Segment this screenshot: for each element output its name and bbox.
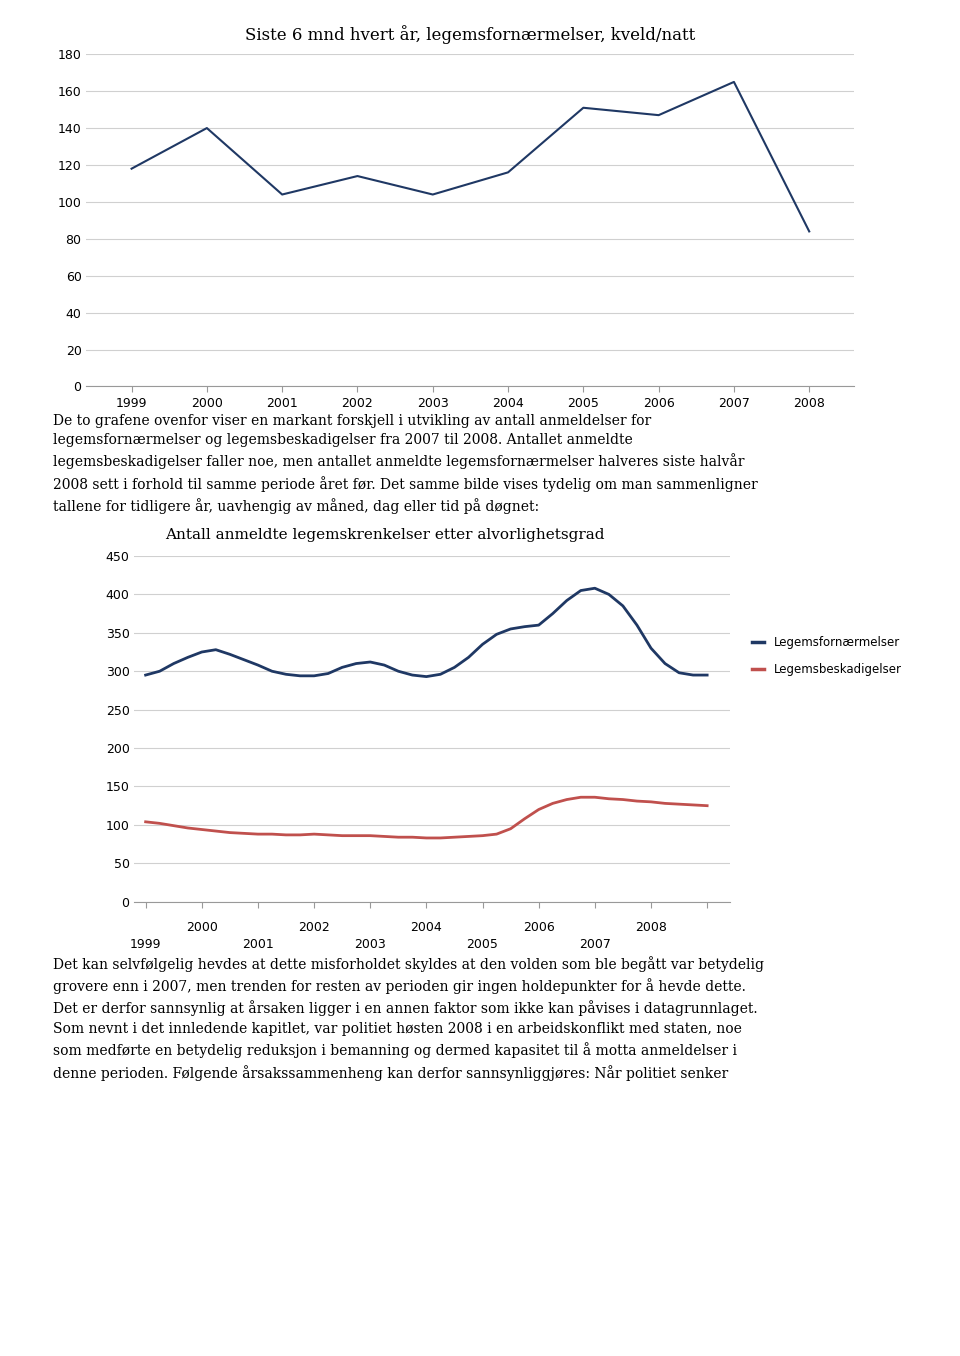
Text: 1999: 1999 [130,938,161,951]
Text: 2003: 2003 [354,938,386,951]
Title: Siste 6 mnd hvert år, legemsfornærmelser, kveld/natt: Siste 6 mnd hvert år, legemsfornærmelser… [245,26,696,45]
Text: 2000: 2000 [186,921,218,934]
Title: Antall anmeldte legemskrenkelser etter alvorlighetsgrad: Antall anmeldte legemskrenkelser etter a… [164,529,604,542]
Legend: Legemsfornærmelser, Legemsbeskadigelser: Legemsfornærmelser, Legemsbeskadigelser [748,631,906,681]
Text: 2002: 2002 [299,921,330,934]
Text: 2006: 2006 [523,921,555,934]
Text: De to grafene ovenfor viser en markant forskjell i utvikling av antall anmeldels: De to grafene ovenfor viser en markant f… [53,414,757,514]
Text: Det kan selvfølgelig hevdes at dette misforholdet skyldes at den volden som ble : Det kan selvfølgelig hevdes at dette mis… [53,956,764,1081]
Text: 2008: 2008 [636,921,667,934]
Text: 2007: 2007 [579,938,611,951]
Text: 2001: 2001 [242,938,274,951]
Text: 2005: 2005 [467,938,498,951]
Text: 2004: 2004 [411,921,443,934]
